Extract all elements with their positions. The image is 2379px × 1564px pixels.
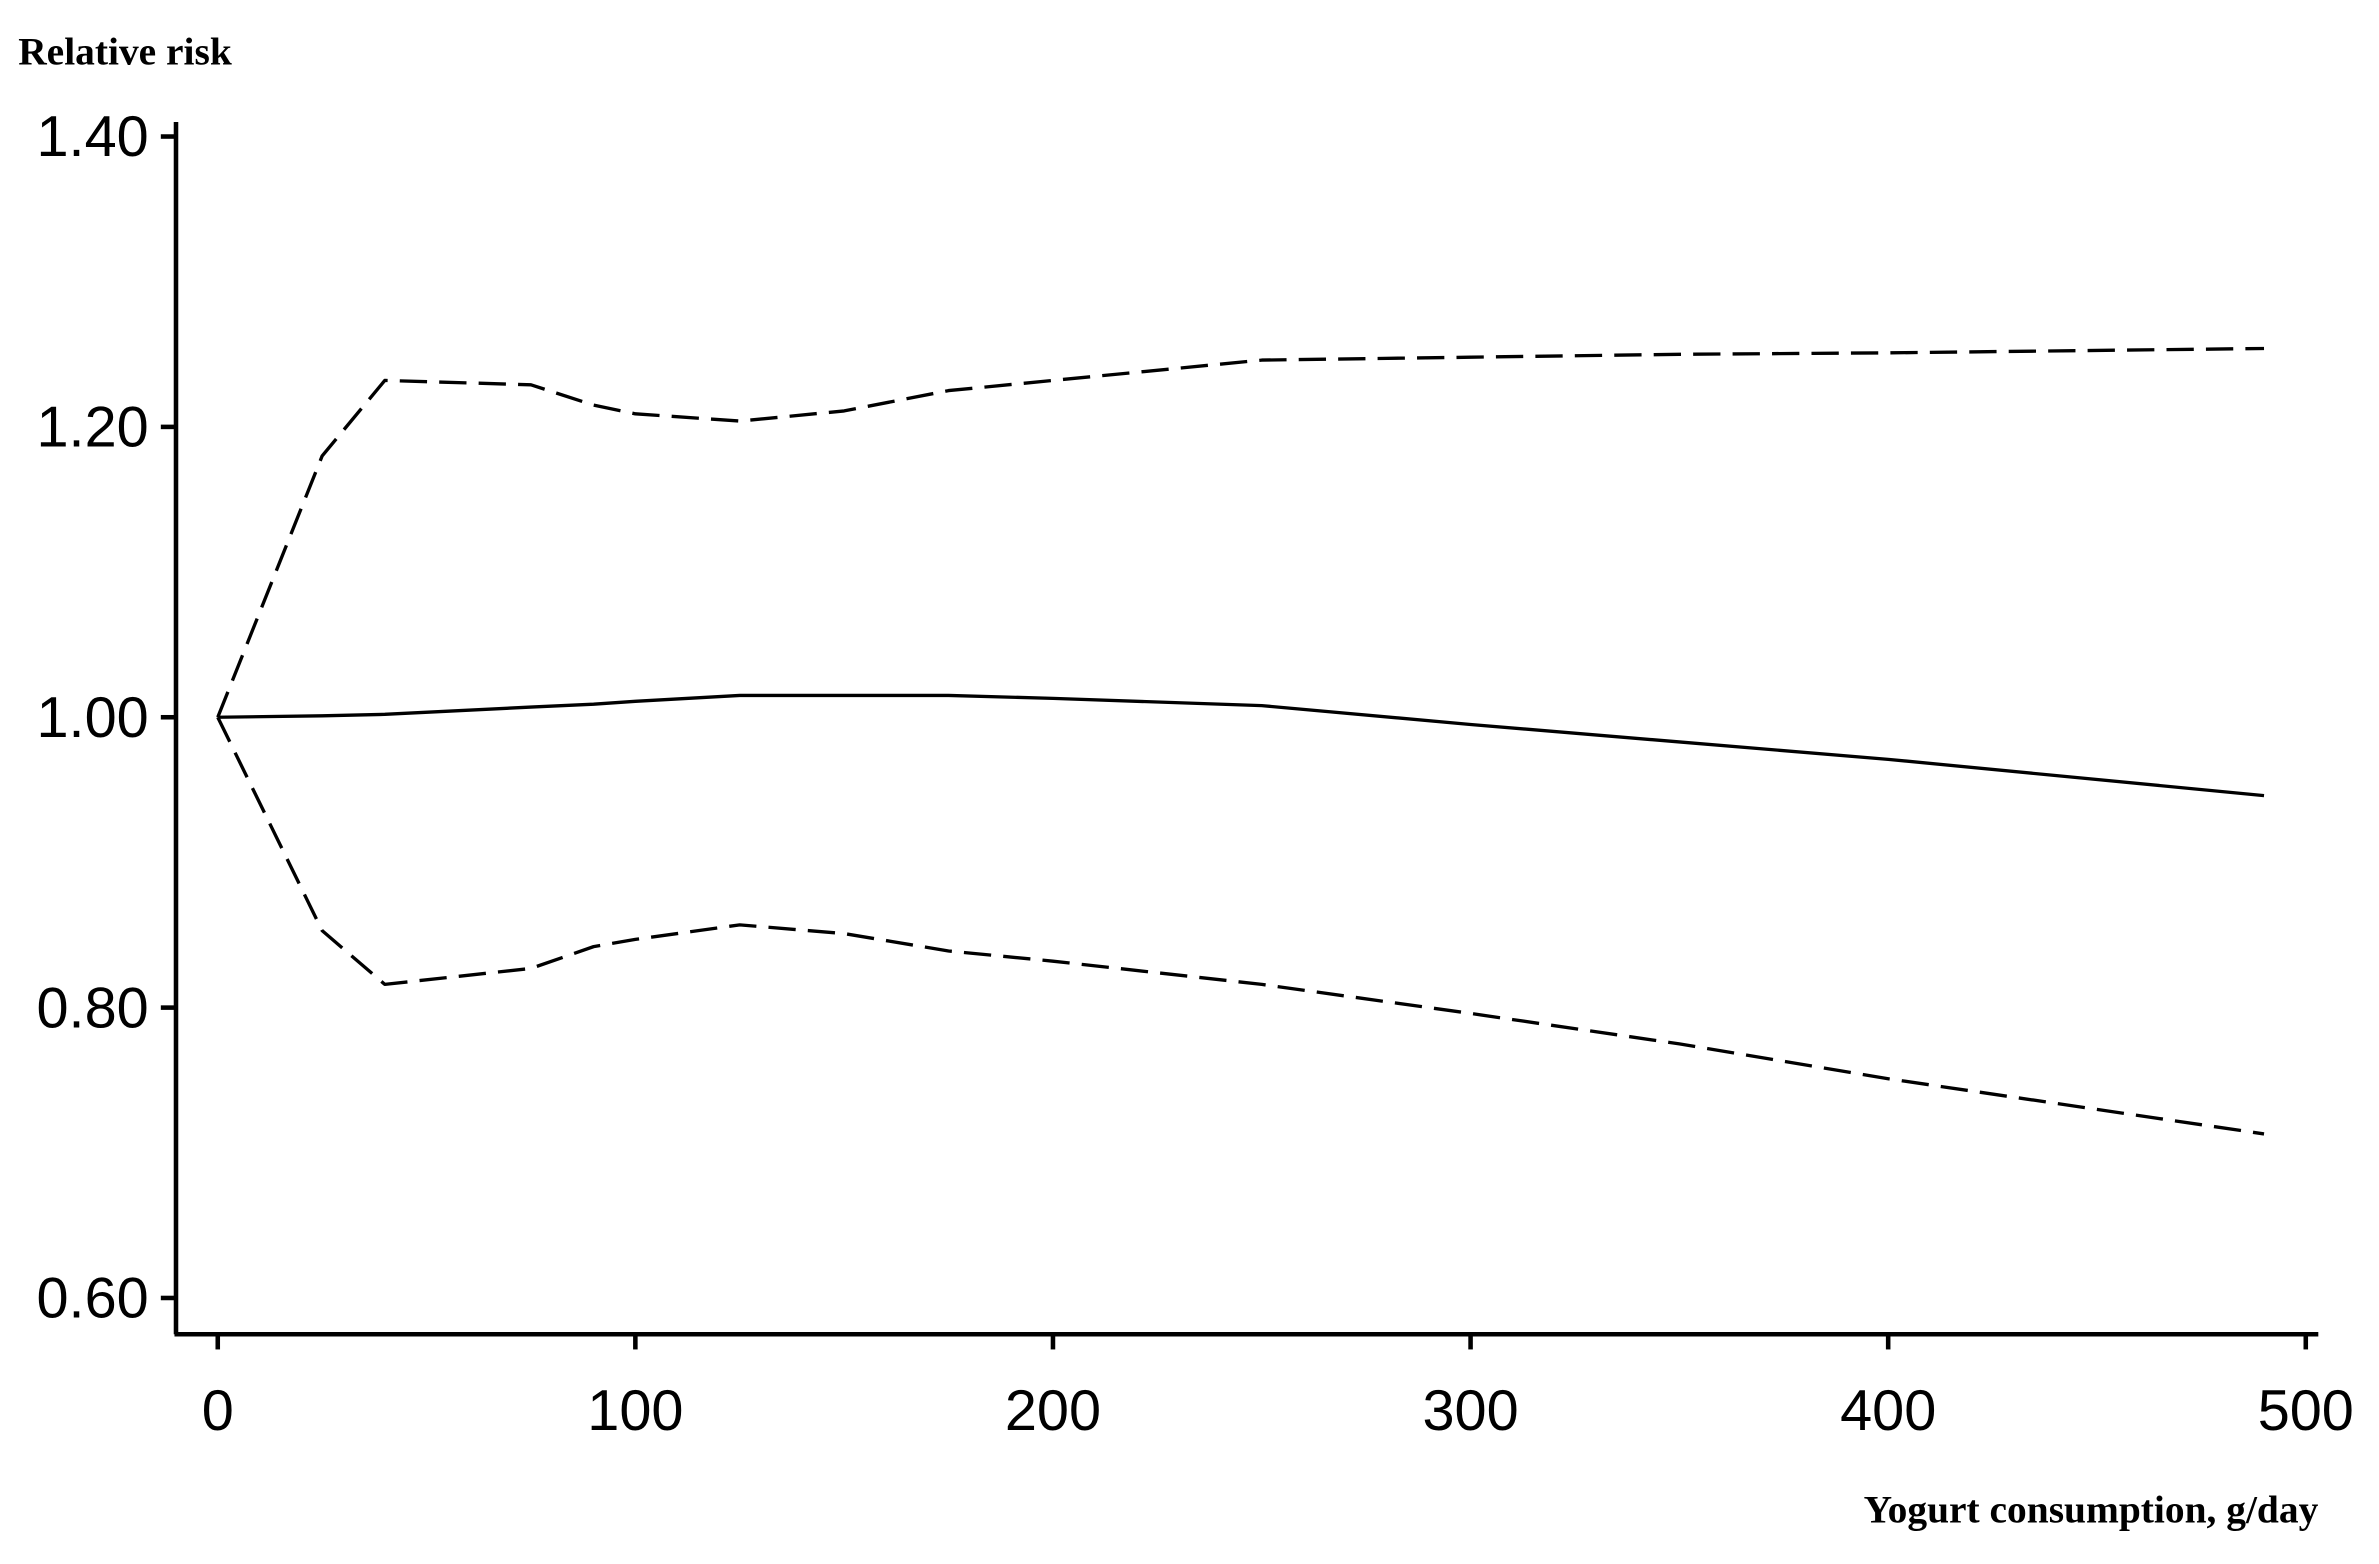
- x-axis-label: Yogurt consumption, g/day: [1864, 1487, 2319, 1531]
- x-tick-label: 0: [202, 1379, 234, 1443]
- x-tick-label: 500: [2258, 1379, 2354, 1443]
- x-tick-label: 200: [1005, 1379, 1101, 1443]
- y-tick-label: 0.80: [37, 976, 149, 1040]
- x-tick-label: 400: [1840, 1379, 1936, 1443]
- y-tick-label: 1.20: [37, 396, 149, 460]
- y-tick-label: 0.60: [37, 1267, 149, 1331]
- series-line: [217, 693, 2265, 798]
- x-tick-label: 300: [1422, 1379, 1518, 1443]
- y-tick-label: 1.40: [37, 105, 149, 169]
- x-tick-label: 100: [587, 1379, 683, 1443]
- series-line: [216, 716, 2265, 1136]
- y-tick-label: 1.00: [37, 686, 149, 750]
- y-axis-label: Relative risk: [18, 29, 232, 73]
- series-line: [216, 346, 2265, 718]
